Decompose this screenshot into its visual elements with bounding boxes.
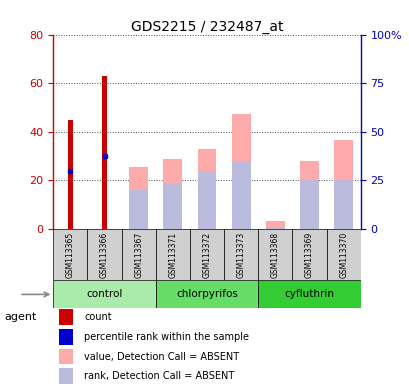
Bar (299, 161, 318, 229)
Bar (87, 229, 121, 280)
Text: GSM113366: GSM113366 (100, 232, 109, 278)
Bar (129, 167, 148, 229)
Bar (197, 149, 216, 229)
Bar (59, 349, 73, 364)
Bar (224, 229, 258, 280)
Bar (53, 229, 87, 280)
Bar (258, 280, 360, 308)
Bar (155, 229, 189, 280)
Text: GSM113367: GSM113367 (134, 232, 143, 278)
Bar (59, 309, 73, 325)
Bar (292, 229, 326, 280)
Text: agent: agent (4, 312, 36, 322)
Bar (333, 180, 352, 229)
Bar (59, 368, 73, 384)
Bar (326, 229, 360, 280)
Bar (53, 280, 155, 308)
Bar (67, 120, 73, 229)
Bar (197, 171, 216, 229)
Bar (265, 227, 284, 229)
Bar (231, 161, 250, 229)
Text: GSM113371: GSM113371 (168, 232, 177, 278)
Text: chlorpyrifos: chlorpyrifos (176, 290, 237, 300)
Bar (155, 280, 258, 308)
Bar (102, 76, 107, 229)
Bar (59, 329, 73, 345)
Text: GSM113372: GSM113372 (202, 232, 211, 278)
Bar (231, 114, 250, 229)
Bar (163, 184, 182, 229)
Text: GSM113373: GSM113373 (236, 232, 245, 278)
Text: control: control (86, 290, 122, 300)
Bar (189, 229, 224, 280)
Bar (163, 159, 182, 229)
Title: GDS2215 / 232487_at: GDS2215 / 232487_at (130, 20, 283, 33)
Text: count: count (84, 312, 111, 322)
Text: GSM113368: GSM113368 (270, 232, 279, 278)
Bar (129, 190, 148, 229)
Text: rank, Detection Call = ABSENT: rank, Detection Call = ABSENT (84, 371, 234, 381)
Text: value, Detection Call = ABSENT: value, Detection Call = ABSENT (84, 351, 238, 361)
Text: GSM113370: GSM113370 (338, 232, 347, 278)
Bar (258, 229, 292, 280)
Bar (265, 221, 284, 229)
Bar (121, 229, 155, 280)
Text: percentile rank within the sample: percentile rank within the sample (84, 332, 248, 342)
Bar (333, 140, 352, 229)
Bar (299, 180, 318, 229)
Text: cyfluthrin: cyfluthrin (284, 290, 334, 300)
Text: GSM113369: GSM113369 (304, 232, 313, 278)
Text: GSM113365: GSM113365 (66, 232, 75, 278)
